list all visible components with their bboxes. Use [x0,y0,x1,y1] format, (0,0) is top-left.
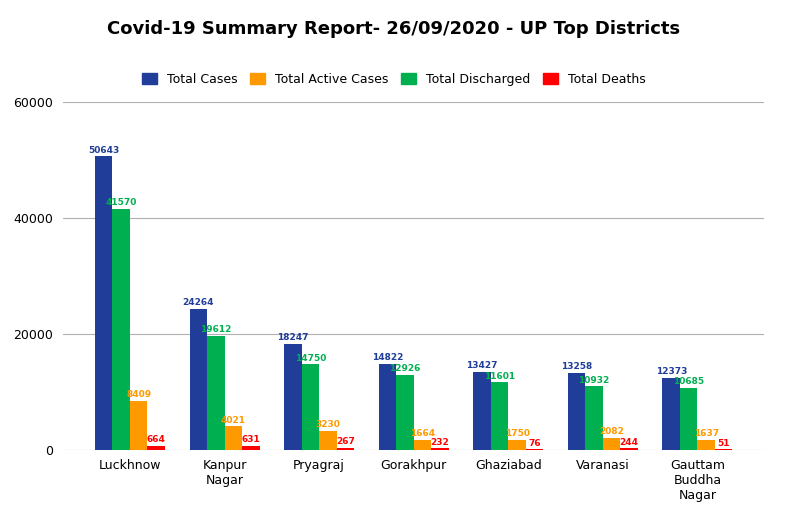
Text: 664: 664 [147,435,165,444]
Bar [336,448,354,450]
Bar [474,372,491,450]
Bar [302,364,319,450]
Bar [242,446,259,450]
Bar [603,437,620,450]
Text: 18247: 18247 [277,333,309,342]
Bar [697,440,715,450]
Text: 24264: 24264 [183,298,214,308]
Bar [284,344,302,450]
Text: 12926: 12926 [389,364,421,373]
Text: 19612: 19612 [200,326,232,334]
Text: 2082: 2082 [599,427,624,436]
Text: 76: 76 [528,438,541,448]
Text: 1637: 1637 [693,429,719,438]
Legend: Total Cases, Total Active Cases, Total Discharged, Total Deaths: Total Cases, Total Active Cases, Total D… [137,67,651,90]
Text: 4021: 4021 [221,415,246,425]
Bar [620,448,638,450]
Text: 267: 267 [336,437,355,447]
Text: 8409: 8409 [126,390,151,399]
Text: 51: 51 [718,438,730,448]
Text: 1750: 1750 [504,429,530,438]
Text: 14822: 14822 [372,353,403,362]
Text: 11601: 11601 [484,372,515,381]
Bar [568,373,585,450]
Text: 13427: 13427 [466,361,498,370]
Bar [663,378,680,450]
Text: 1664: 1664 [410,429,435,438]
Text: 14750: 14750 [295,354,326,362]
Bar [680,388,697,450]
Text: 3230: 3230 [315,420,340,429]
Text: 10685: 10685 [673,377,704,386]
Text: 232: 232 [430,437,449,447]
Bar [207,336,225,450]
Bar [396,375,414,450]
Bar [319,431,336,450]
Bar [508,439,526,450]
Text: 10932: 10932 [578,376,610,385]
Text: 631: 631 [241,435,260,444]
Text: 41570: 41570 [106,198,137,207]
Text: 244: 244 [619,437,638,447]
Text: Covid-19 Summary Report- 26/09/2020 - UP Top Districts: Covid-19 Summary Report- 26/09/2020 - UP… [107,20,681,38]
Bar [379,364,396,450]
Bar [130,401,147,450]
Bar [414,440,431,450]
Bar [147,446,165,450]
Bar [225,426,242,450]
Text: 50643: 50643 [88,146,119,155]
Bar [431,448,448,450]
Bar [585,386,603,450]
Text: 12373: 12373 [656,367,687,376]
Bar [491,383,508,450]
Text: 13258: 13258 [561,362,593,371]
Bar [113,209,130,450]
Bar [95,156,113,450]
Bar [189,309,207,450]
